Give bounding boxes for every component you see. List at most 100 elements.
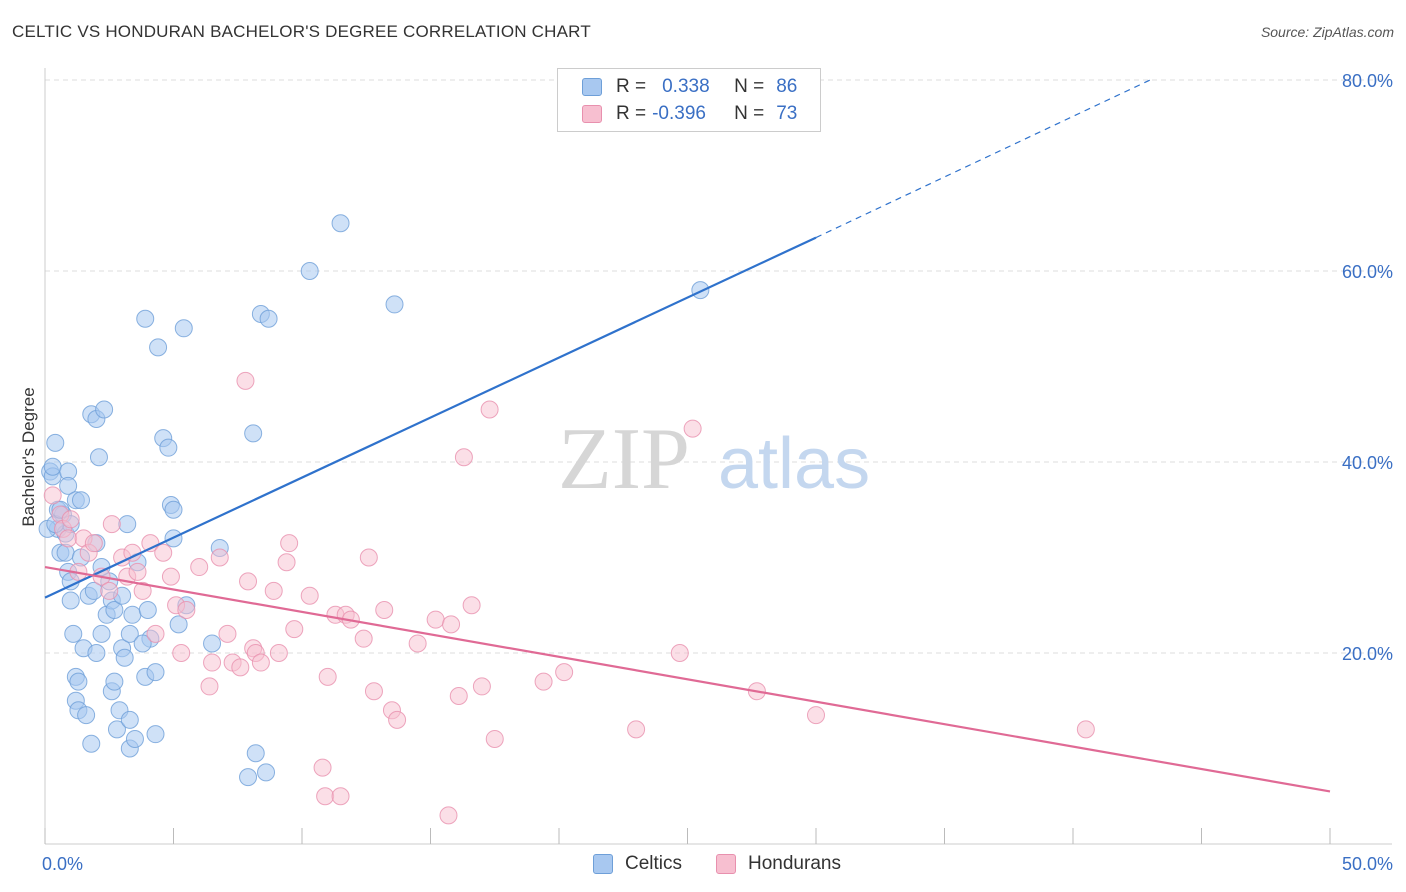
- source-credit: Source: ZipAtlas.com: [1260, 24, 1394, 40]
- celtic-point: [246, 744, 265, 763]
- honduran-point: [439, 806, 458, 825]
- honduran-point: [190, 558, 209, 577]
- honduran-point: [627, 720, 646, 739]
- honduran-point: [102, 515, 121, 534]
- honduran-point: [388, 710, 407, 729]
- trend-lines: [44, 79, 1331, 793]
- legend-row-hondurans: R = -0.396 N = 73: [582, 101, 797, 127]
- celtic-point: [257, 763, 276, 782]
- celtic-point: [105, 601, 124, 620]
- honduran-point: [43, 486, 62, 505]
- celtic-trend-extension: [815, 79, 1151, 239]
- legend-item-hondurans[interactable]: Hondurans: [716, 852, 841, 876]
- honduran-point: [485, 729, 504, 748]
- legend-item-celtics[interactable]: Celtics: [593, 852, 682, 876]
- honduran-point: [200, 677, 219, 696]
- celtic-point: [71, 491, 90, 510]
- celtic-point: [59, 476, 78, 495]
- honduran-point: [454, 448, 473, 467]
- celtic-point: [123, 605, 142, 624]
- celtic-point: [115, 648, 134, 667]
- axes: [44, 68, 1392, 845]
- r-label: R =: [616, 76, 647, 97]
- honduran-point: [239, 572, 258, 591]
- celtic-point: [92, 624, 111, 643]
- celtic-point: [46, 433, 65, 452]
- honduran-point: [359, 548, 378, 567]
- honduran-point: [480, 400, 499, 419]
- tick-labels: 20.0% 40.0% 60.0% 80.0% 0.0% 50.0%: [42, 71, 1393, 874]
- honduran-point: [807, 706, 825, 725]
- honduran-trend-line: [44, 565, 1331, 793]
- y-axis-label: Bachelor's Degree: [19, 387, 38, 526]
- y-tick-label: 40.0%: [1342, 453, 1393, 473]
- honduran-point: [375, 601, 394, 620]
- celtic-point: [95, 400, 114, 419]
- honduran-point: [280, 534, 299, 553]
- honduran-point: [670, 644, 689, 662]
- honduran-point: [236, 371, 255, 390]
- celtic-point: [82, 734, 101, 753]
- honduran-point: [172, 644, 191, 662]
- gridlines: [45, 79, 1392, 654]
- celtic-point: [77, 706, 96, 725]
- celtic-trend-line: [44, 236, 817, 599]
- celtic-point: [125, 729, 144, 748]
- honduran-point: [534, 672, 553, 691]
- celtic-point: [159, 438, 178, 457]
- honduran-point: [408, 634, 427, 653]
- honduran-point: [331, 787, 350, 806]
- honduran-point: [264, 581, 283, 600]
- honduran-point: [318, 667, 337, 686]
- celtic-point: [300, 262, 319, 280]
- watermark-atlas: atlas: [718, 424, 870, 504]
- honduran-point: [354, 629, 373, 648]
- honduran-point: [555, 663, 574, 682]
- honduran-point: [300, 586, 319, 605]
- honduran-point: [146, 624, 165, 643]
- celtic-point: [146, 663, 165, 682]
- n-value: 86: [776, 76, 798, 97]
- celtic-point: [136, 309, 155, 328]
- y-tick-label: 60.0%: [1342, 262, 1393, 282]
- celtic-point: [120, 710, 139, 729]
- celtic-point: [149, 338, 168, 357]
- honduran-point: [364, 682, 383, 701]
- r-value: 0.338: [662, 76, 710, 97]
- celtic-point: [174, 319, 193, 338]
- celtic-point: [164, 500, 183, 519]
- celtic-point: [69, 672, 88, 691]
- honduran-point: [277, 553, 296, 572]
- watermark-zip: ZIP: [558, 411, 690, 508]
- n-label: N =: [734, 76, 765, 97]
- legend-row-celtics: R = 0.338 N = 86: [582, 74, 797, 100]
- honduran-point: [251, 653, 270, 672]
- legend-label: Hondurans: [748, 853, 841, 874]
- celtic-point: [43, 457, 62, 476]
- honduran-point: [59, 529, 78, 548]
- r-value: -0.396: [652, 103, 706, 124]
- honduran-point: [472, 677, 491, 696]
- celtic-point: [118, 515, 137, 534]
- celtic-point: [107, 720, 126, 739]
- celtic-point: [244, 424, 263, 443]
- celtic-point: [146, 725, 165, 744]
- celtic-point: [105, 672, 124, 691]
- celtic-point: [64, 624, 83, 643]
- honduran-point: [84, 534, 103, 553]
- n-label: N =: [734, 103, 765, 124]
- honduran-point: [177, 601, 196, 620]
- y-tick-label: 20.0%: [1342, 644, 1393, 664]
- celtic-point: [61, 591, 80, 610]
- honduran-point: [449, 686, 468, 705]
- celtic-swatch: [593, 854, 613, 874]
- honduran-point: [269, 644, 288, 662]
- honduran-point: [285, 620, 304, 639]
- honduran-point: [442, 615, 461, 634]
- honduran-swatch: [716, 854, 736, 874]
- celtic-point: [331, 214, 350, 233]
- honduran-point: [61, 510, 80, 529]
- celtic-point: [133, 634, 152, 653]
- honduran-point: [1076, 720, 1095, 739]
- celtic-point: [239, 768, 258, 787]
